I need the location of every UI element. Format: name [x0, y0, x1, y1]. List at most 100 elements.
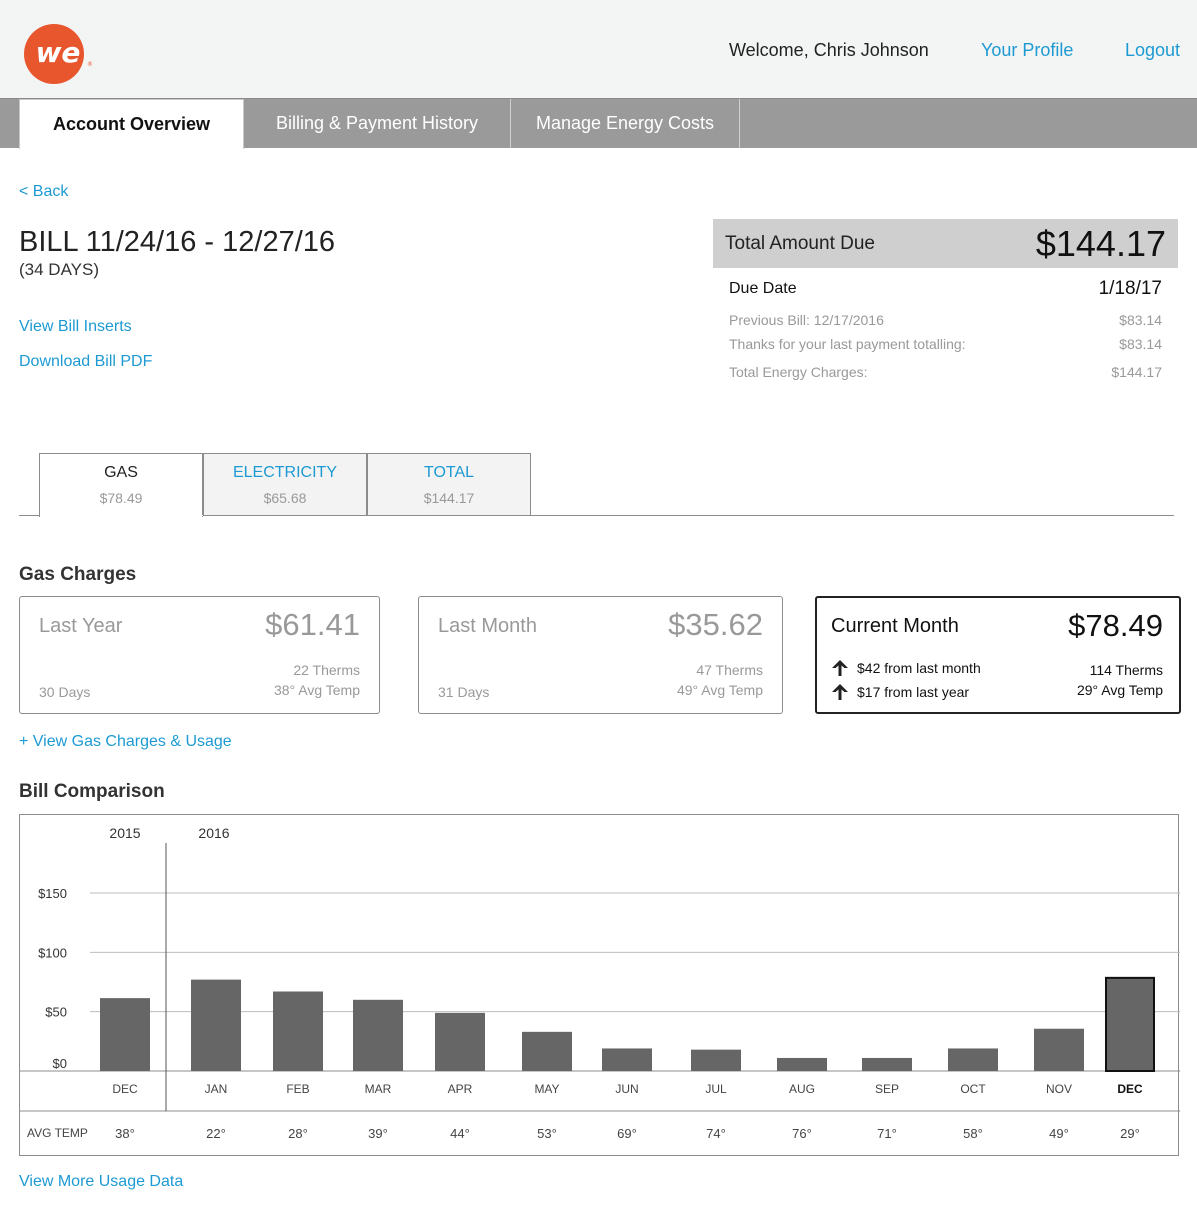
chart-bar — [100, 998, 150, 1071]
change-from-last-year-text: $17 from last year — [857, 684, 970, 700]
current-month-amount: $78.49 — [1068, 608, 1163, 643]
logo-circle — [24, 24, 84, 84]
total-amount-due-box: Total Amount Due $144.17 — [713, 219, 1178, 268]
year-label: 2015 — [109, 825, 140, 841]
utility-tabs-underline — [19, 515, 1174, 516]
view-bill-inserts-link[interactable]: View Bill Inserts — [19, 318, 132, 335]
utility-tab-gas[interactable]: GAS $78.49 — [39, 453, 203, 517]
previous-bill-row: Previous Bill: 12/17/2016 $83.14 — [729, 312, 1162, 328]
tab-billing-payment-history[interactable]: Billing & Payment History — [244, 99, 511, 148]
avg-temp-value: 39° — [368, 1126, 388, 1141]
your-profile-link[interactable]: Your Profile — [981, 40, 1074, 60]
bill-comparison-chart: $0 $50 $100 $150 2015 2016 DEC JAN FEB MAR APR MAY J… — [19, 814, 1180, 1156]
current-month-temp: 29° Avg Temp — [1076, 682, 1163, 698]
previous-bill-label: Previous Bill: 12/17/2016 — [729, 312, 884, 328]
due-date-row: Due Date 1/18/17 — [729, 278, 1162, 299]
last-year-temp: 38° Avg Temp — [273, 682, 360, 698]
back-link[interactable]: < Back — [19, 183, 69, 200]
chart-bar — [273, 991, 323, 1071]
avg-temp-value: 49° — [1049, 1126, 1069, 1141]
bill-title: BILL 11/24/16 - 12/27/16 — [19, 226, 336, 258]
y-tick-label: $0 — [53, 1056, 67, 1071]
chart-bar — [522, 1031, 572, 1071]
avg-temp-value: 71° — [877, 1126, 897, 1141]
chart-bar — [191, 979, 241, 1071]
last-year-days: 30 Days — [39, 684, 91, 700]
chart-bar — [353, 999, 403, 1071]
we-logo[interactable]: we ® — [18, 22, 92, 84]
y-tick-label: $50 — [45, 1005, 67, 1020]
logout-link[interactable]: Logout — [1125, 40, 1181, 60]
x-tick-label: APR — [448, 1082, 473, 1096]
total-amount-due-label: Total Amount Due — [725, 233, 875, 254]
utility-tab-gas-value: $78.49 — [99, 490, 143, 506]
last-year-label: Last Year — [39, 615, 123, 637]
total-amount-due-value: $144.17 — [1035, 223, 1166, 264]
x-tick-label: NOV — [1046, 1082, 1072, 1096]
last-month-amount: $35.62 — [668, 607, 763, 642]
x-tick-label: JUN — [615, 1082, 638, 1096]
tab-manage-energy-costs[interactable]: Manage Energy Costs — [511, 99, 740, 148]
last-payment-row: Thanks for your last payment totalling: … — [729, 336, 1162, 352]
view-more-usage-link[interactable]: View More Usage Data — [19, 1173, 184, 1190]
current-month-label: Current Month — [831, 615, 959, 637]
last-month-temp: 49° Avg Temp — [676, 682, 763, 698]
change-from-last-month-text: $42 from last month — [857, 660, 981, 676]
gas-charges-title: Gas Charges — [19, 564, 137, 585]
bill-days: (34 DAYS) — [19, 260, 99, 279]
bill-comparison-svg: $0 $50 $100 $150 2015 2016 DEC JAN FEB MAR APR MAY J… — [20, 825, 1180, 1141]
current-month-card: Current Month $78.49 $42 from last month… — [815, 596, 1181, 714]
x-tick-label: JAN — [205, 1082, 228, 1096]
x-tick-label: MAY — [534, 1082, 559, 1096]
x-tick-label: OCT — [960, 1082, 986, 1096]
avg-temp-value: 53° — [537, 1126, 557, 1141]
x-tick-label: AUG — [789, 1082, 815, 1096]
x-tick-label: DEC — [112, 1082, 138, 1096]
energy-charges-value: $144.17 — [1111, 364, 1162, 380]
energy-charges-row: Total Energy Charges: $144.17 — [729, 364, 1162, 380]
utility-tab-electricity[interactable]: ELECTRICITY $65.68 — [203, 453, 367, 516]
chart-bar — [691, 1049, 741, 1071]
y-tick-label: $150 — [38, 886, 67, 901]
avg-temp-value: 69° — [617, 1126, 637, 1141]
current-month-therms: 114 Therms — [1089, 662, 1163, 678]
x-tick-label: DEC — [1117, 1082, 1143, 1096]
avg-temp-value: 44° — [450, 1126, 470, 1141]
energy-charges-label: Total Energy Charges: — [729, 364, 868, 380]
last-month-therms: 47 Therms — [696, 662, 763, 678]
due-date-value: 1/18/17 — [1098, 278, 1162, 299]
arrow-up-icon — [832, 684, 848, 700]
y-tick-label: $100 — [38, 945, 67, 960]
view-gas-charges-link[interactable]: + View Gas Charges & Usage — [19, 733, 232, 750]
tab-account-overview[interactable]: Account Overview — [19, 99, 244, 149]
registered-mark: ® — [87, 61, 92, 68]
x-tick-label: SEP — [875, 1082, 899, 1096]
avg-temp-value: 74° — [706, 1126, 726, 1141]
x-tick-label: FEB — [286, 1082, 309, 1096]
chart-bar — [602, 1048, 652, 1071]
x-tick-label: MAR — [365, 1082, 392, 1096]
previous-bill-value: $83.14 — [1119, 312, 1162, 328]
chart-bar — [777, 1057, 827, 1071]
change-from-last-year: $17 from last year — [831, 684, 969, 700]
logo-text: we — [36, 36, 81, 69]
due-date-label: Due Date — [729, 280, 797, 297]
download-bill-pdf-link[interactable]: Download Bill PDF — [19, 353, 153, 370]
last-year-card: Last Year $61.41 22 Therms 38° Avg Temp … — [19, 596, 380, 714]
chart-bar — [1105, 976, 1155, 1072]
header: we ® Welcome, Chris Johnson Your Profile… — [0, 0, 1197, 98]
arrow-up-icon — [832, 660, 848, 676]
change-from-last-month: $42 from last month — [831, 660, 981, 676]
last-month-card: Last Month $35.62 47 Therms 49° Avg Temp… — [418, 596, 783, 714]
chart-bar — [1034, 1028, 1084, 1071]
avg-temp-value: 29° — [1120, 1126, 1140, 1141]
last-payment-label: Thanks for your last payment totalling: — [729, 336, 966, 352]
main-nav: Account Overview Billing & Payment Histo… — [0, 98, 1197, 149]
avg-temp-value: 58° — [963, 1126, 983, 1141]
utility-tab-total[interactable]: TOTAL $144.17 — [367, 453, 531, 516]
avg-temp-value: 38° — [115, 1126, 135, 1141]
chart-bar — [435, 1012, 485, 1071]
avg-temp-label: AVG TEMP — [27, 1126, 88, 1140]
last-payment-value: $83.14 — [1119, 336, 1162, 352]
utility-tab-total-label: TOTAL — [423, 464, 475, 481]
